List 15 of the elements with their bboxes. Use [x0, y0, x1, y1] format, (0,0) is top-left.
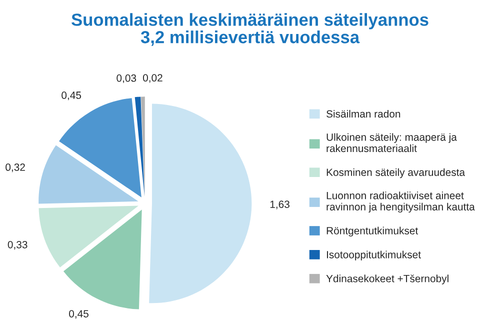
legend-label: Kosminen säteily avaruudesta	[326, 168, 466, 178]
legend-label: Ulkoinen säteily: maaperä ja rakennusmateriaalit	[326, 133, 457, 152]
legend-label: Röntgentutkimukset	[326, 226, 418, 236]
legend-label: Luonnon radioaktiiviset aineet ravinnon ja hengitysilman kautta	[326, 192, 475, 213]
data-label: 0,03	[116, 74, 136, 84]
chart-title: Suomalaisten keskimääräinen säteilyannos 3,2 millisievertiä vuodessa	[72, 13, 428, 46]
data-label: 0,45	[69, 310, 88, 319]
legend-label: Isotooppitutkimukset	[327, 250, 421, 260]
legend-label: Sisäilman radon	[326, 110, 400, 118]
data-label: 0,33	[8, 240, 28, 250]
data-label: 1,63	[270, 200, 290, 210]
data-label: 0,32	[6, 164, 25, 172]
data-label: 0,45	[62, 92, 82, 100]
legend-label: Ydinasekokeet +Tšernobyl	[326, 274, 448, 284]
data-label: 0,02	[142, 74, 162, 83]
